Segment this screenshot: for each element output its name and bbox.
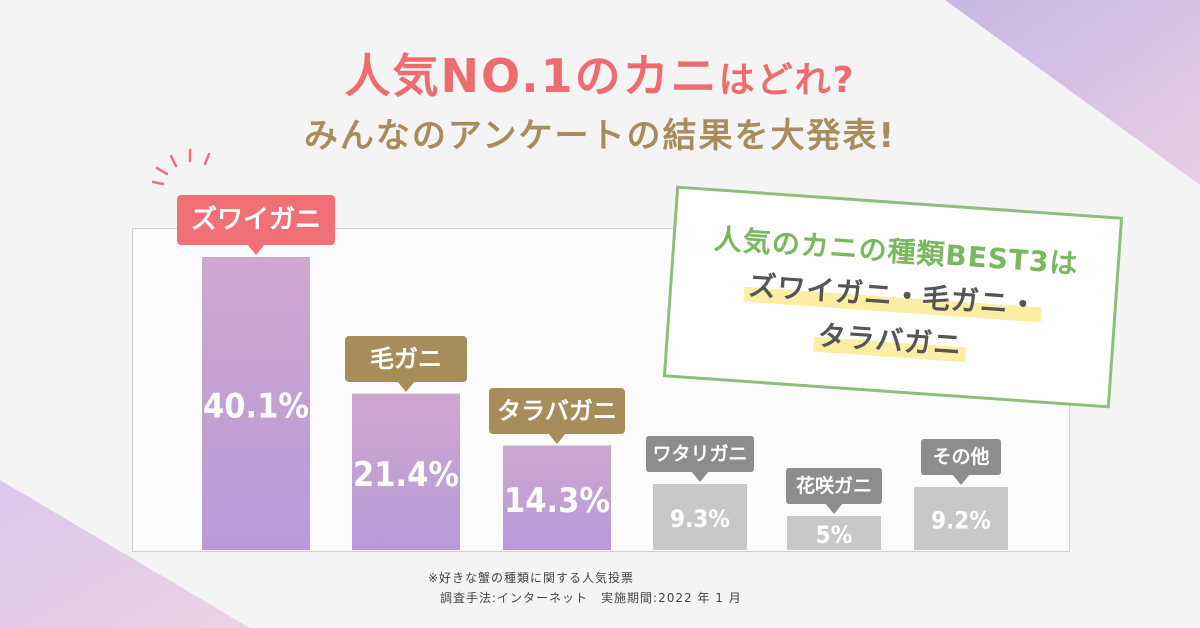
category-label-text: その他 [932,446,990,468]
bar-2 [352,393,460,550]
bar-value-label-1: 40.1% [203,387,309,427]
bar-5 [787,516,881,550]
bar-6 [914,487,1008,550]
sparkle-icon [151,148,211,186]
bar-value-label-3: 14.3% [504,481,610,521]
callout-text-2: タラバガニ [812,318,968,363]
category-label-2: 毛ガニ [345,335,467,392]
bar-value-label-5: 5% [816,521,853,549]
category-label-5: 花咲ガニ [786,468,882,514]
category-label-4: ワタリガニ [646,436,754,482]
title-main: 人気NO.1のカニ [344,49,719,103]
survey-method-note: 調査手法:インターネット 実施期間:2022 年 1 月 [440,591,742,605]
title-suffix: はどれ? [718,60,856,101]
category-label-1: ズワイガニ [177,195,335,255]
category-label-text: ズワイガニ [190,205,321,235]
bar-4 [653,484,747,550]
page-title: 人気NO.1のカニはどれ? [0,40,1200,106]
bar-value-label-6: 9.2% [931,507,991,535]
summary-callout: 人気のカニの種類BEST3は ズワイガニ・毛ガニ・ タラバガニ [662,185,1124,409]
bar-value-label-2: 21.4% [353,455,459,495]
category-label-text: タラバガニ [497,396,617,425]
category-label-6: その他 [921,439,1001,485]
category-label-text: 花咲ガニ [795,475,872,497]
category-label-text: 毛ガニ [370,344,442,373]
bar-value-label-4: 9.3% [670,505,730,533]
bar-1 [202,257,310,550]
category-label-3: タラバガニ [489,387,625,444]
page-subtitle: みんなのアンケートの結果を大発表! [303,116,897,156]
bar-3 [503,445,611,550]
category-label-text: ワタリガニ [652,443,748,465]
survey-source-note: ※好きな蟹の種類に関する人気投票 [428,571,635,585]
